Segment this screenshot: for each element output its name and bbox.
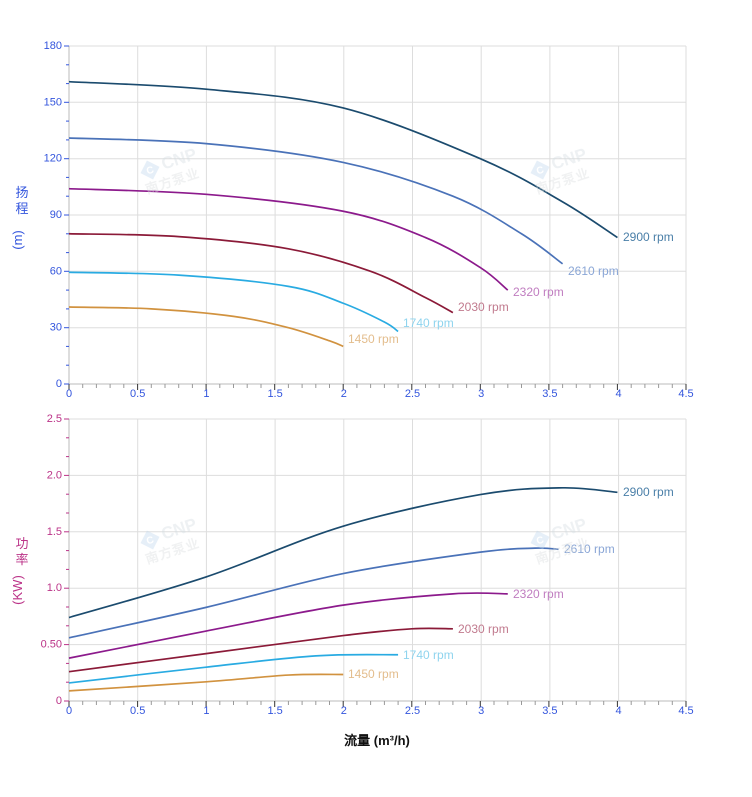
svg-text:程: 程 <box>15 201 28 216</box>
svg-text:4.5: 4.5 <box>678 388 693 400</box>
svg-text:120: 120 <box>44 153 62 165</box>
svg-text:2.5: 2.5 <box>405 388 420 400</box>
svg-text:4.5: 4.5 <box>678 705 693 717</box>
svg-text:0.50: 0.50 <box>41 639 62 651</box>
svg-text:2.0: 2.0 <box>47 469 62 481</box>
svg-text:1.5: 1.5 <box>47 526 62 538</box>
svg-text:3: 3 <box>478 388 484 400</box>
svg-text:150: 150 <box>44 96 62 108</box>
svg-text:流量 (m³/h): 流量 (m³/h) <box>344 733 410 748</box>
svg-text:3.5: 3.5 <box>542 388 557 400</box>
svg-text:90: 90 <box>50 209 62 221</box>
svg-text:率: 率 <box>15 552 28 567</box>
svg-text:2.5: 2.5 <box>47 413 62 425</box>
svg-text:1740 rpm: 1740 rpm <box>403 648 454 662</box>
svg-text:3: 3 <box>478 705 484 717</box>
svg-text:2900 rpm: 2900 rpm <box>623 230 674 244</box>
svg-text:1450 rpm: 1450 rpm <box>348 332 399 346</box>
svg-text:1450 rpm: 1450 rpm <box>348 667 399 681</box>
svg-text:2.5: 2.5 <box>405 705 420 717</box>
svg-text:0: 0 <box>66 388 72 400</box>
svg-text:2: 2 <box>341 388 347 400</box>
svg-text:1740 rpm: 1740 rpm <box>403 316 454 330</box>
svg-text:2030 rpm: 2030 rpm <box>458 622 509 636</box>
svg-text:0.5: 0.5 <box>130 705 145 717</box>
svg-text:1.0: 1.0 <box>47 582 62 594</box>
svg-text:0: 0 <box>56 378 62 390</box>
svg-text:2900 rpm: 2900 rpm <box>623 485 674 499</box>
svg-text:4: 4 <box>616 388 622 400</box>
svg-text:0: 0 <box>56 695 62 707</box>
svg-text:1: 1 <box>203 388 209 400</box>
svg-text:0.5: 0.5 <box>130 388 145 400</box>
svg-text:4: 4 <box>616 705 622 717</box>
svg-text:60: 60 <box>50 265 62 277</box>
svg-text:1.5: 1.5 <box>267 388 282 400</box>
svg-text:2320 rpm: 2320 rpm <box>513 587 564 601</box>
svg-text:扬: 扬 <box>15 185 28 200</box>
svg-text:功: 功 <box>15 536 28 551</box>
svg-text:1: 1 <box>203 705 209 717</box>
svg-text:2: 2 <box>341 705 347 717</box>
svg-text:(KW): (KW) <box>10 575 25 605</box>
svg-text:(m): (m) <box>10 230 25 250</box>
svg-text:0: 0 <box>66 705 72 717</box>
svg-text:1.5: 1.5 <box>267 705 282 717</box>
svg-text:2320 rpm: 2320 rpm <box>513 285 564 299</box>
svg-text:180: 180 <box>44 40 62 52</box>
svg-text:2030 rpm: 2030 rpm <box>458 300 509 314</box>
svg-text:3.5: 3.5 <box>542 705 557 717</box>
svg-text:30: 30 <box>50 322 62 334</box>
svg-text:2610 rpm: 2610 rpm <box>568 264 619 278</box>
